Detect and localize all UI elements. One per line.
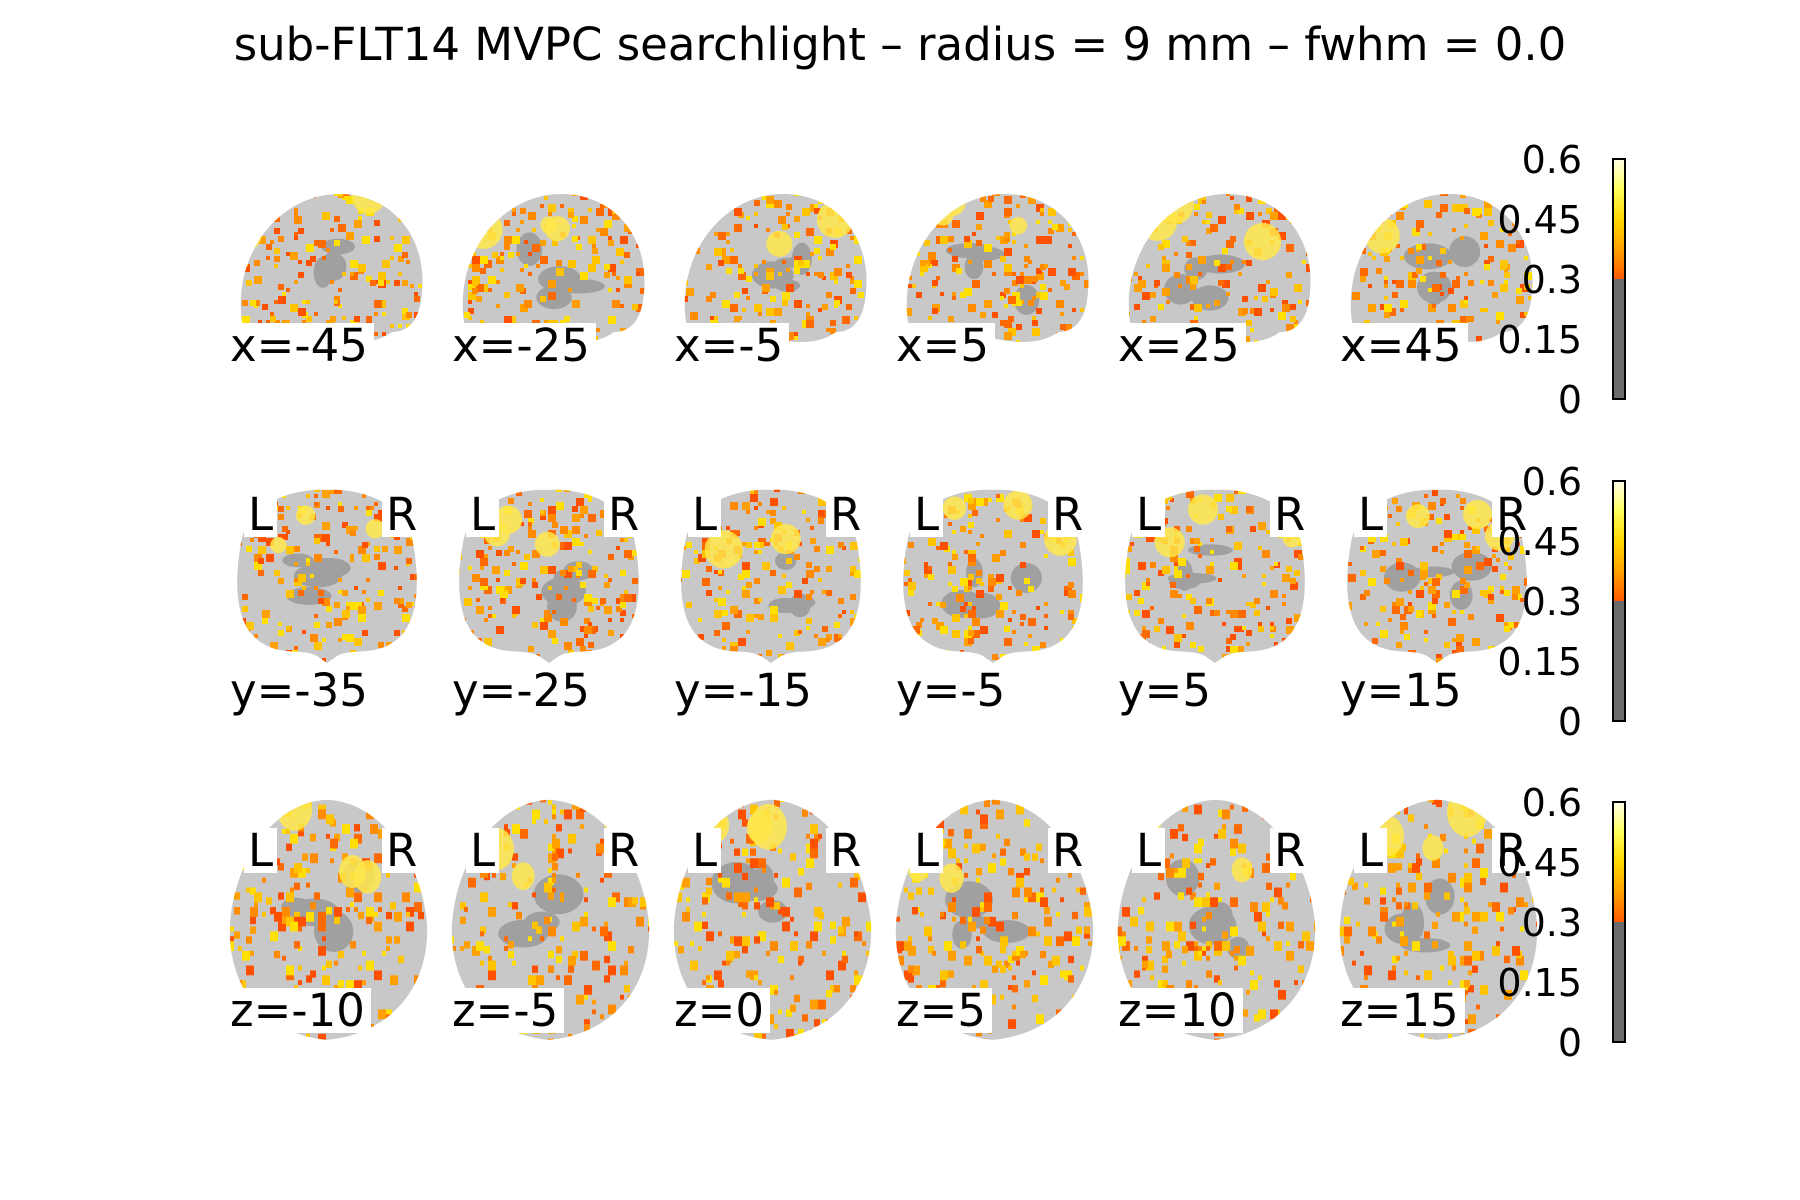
colorbar-tick-label: 0.15 bbox=[1497, 961, 1582, 1005]
colorbar-tick-label: 0.3 bbox=[1521, 901, 1582, 945]
orientation-left-label: L bbox=[910, 828, 944, 873]
sagittal-slice bbox=[666, 172, 876, 362]
orientation-left-label: L bbox=[688, 492, 722, 537]
colorbar-tick-label: 0 bbox=[1557, 1021, 1582, 1065]
slice-coordinate-label: z=-10 bbox=[226, 988, 371, 1033]
orientation-left-label: L bbox=[1132, 828, 1166, 873]
slice-coordinate-label: z=0 bbox=[670, 988, 770, 1033]
orientation-right-label: R bbox=[1048, 492, 1088, 537]
activation-overlay bbox=[906, 193, 1089, 345]
orientation-right-label: R bbox=[1492, 828, 1532, 873]
slice-coordinate-label: z=15 bbox=[1336, 988, 1465, 1033]
orientation-right-label: R bbox=[1270, 828, 1310, 873]
slice-coordinate-label: x=-25 bbox=[448, 323, 596, 368]
orientation-right-label: R bbox=[1048, 828, 1088, 873]
colorbar bbox=[1612, 480, 1626, 722]
figure-title: sub-FLT14 MVPC searchlight – radius = 9 … bbox=[233, 18, 1567, 71]
colorbar-tick-label: 0.6 bbox=[1521, 460, 1582, 504]
axial-slice bbox=[666, 790, 876, 1046]
colorbar-tick-label: 0.45 bbox=[1497, 520, 1582, 564]
sagittal-slice bbox=[222, 172, 432, 362]
colorbar-tick-label: 0.45 bbox=[1497, 198, 1582, 242]
colorbar-tick-label: 0.6 bbox=[1521, 138, 1582, 182]
orientation-left-label: L bbox=[244, 828, 278, 873]
slice-coordinate-label: z=5 bbox=[892, 988, 992, 1033]
axial-slice bbox=[888, 790, 1098, 1046]
slice-coordinate-label: x=-45 bbox=[226, 323, 374, 368]
orientation-left-label: L bbox=[688, 828, 722, 873]
orientation-left-label: L bbox=[1132, 492, 1166, 537]
slice-coordinate-label: z=10 bbox=[1114, 988, 1243, 1033]
slice-coordinate-label: z=-5 bbox=[448, 988, 565, 1033]
orientation-right-label: R bbox=[604, 492, 644, 537]
activation-overlay bbox=[459, 489, 639, 663]
orientation-right-label: R bbox=[826, 828, 866, 873]
orientation-left-label: L bbox=[244, 492, 278, 537]
axial-slice bbox=[1110, 790, 1320, 1046]
slice-coordinate-label: y=-5 bbox=[892, 668, 1012, 713]
coronal-slice bbox=[222, 478, 432, 668]
colorbar bbox=[1612, 801, 1626, 1043]
colorbar bbox=[1612, 158, 1626, 400]
slice-coordinate-label: x=45 bbox=[1336, 323, 1468, 368]
sagittal-slice bbox=[888, 172, 1098, 362]
slice-coordinate-label: x=5 bbox=[892, 323, 995, 368]
colorbar-tick-label: 0 bbox=[1557, 378, 1582, 422]
brain-anatomy bbox=[906, 193, 1089, 345]
slice-coordinate-label: x=-5 bbox=[670, 323, 790, 368]
orientation-left-label: L bbox=[1354, 828, 1388, 873]
activation-overlay bbox=[1117, 799, 1316, 1040]
sagittal-slice bbox=[1332, 172, 1542, 362]
orientation-right-label: R bbox=[382, 828, 422, 873]
slice-coordinate-label: y=-35 bbox=[226, 668, 374, 713]
colorbar-tick-label: 0.3 bbox=[1521, 258, 1582, 302]
orientation-right-label: R bbox=[604, 828, 644, 873]
orientation-left-label: L bbox=[466, 492, 500, 537]
slice-coordinate-label: y=-15 bbox=[670, 668, 818, 713]
slice-coordinate-label: y=5 bbox=[1114, 668, 1217, 713]
slice-coordinate-label: y=-25 bbox=[448, 668, 596, 713]
orientation-right-label: R bbox=[1270, 492, 1310, 537]
sagittal-slice bbox=[1110, 172, 1320, 362]
slice-coordinate-label: x=25 bbox=[1114, 323, 1246, 368]
colorbar-tick-label: 0.45 bbox=[1497, 841, 1582, 885]
colorbar-tick-label: 0.6 bbox=[1521, 781, 1582, 825]
orientation-right-label: R bbox=[382, 492, 422, 537]
colorbar-tick-label: 0.3 bbox=[1521, 580, 1582, 624]
orientation-right-label: R bbox=[826, 492, 866, 537]
orientation-left-label: L bbox=[910, 492, 944, 537]
orientation-left-label: L bbox=[466, 828, 500, 873]
axial-slice bbox=[444, 790, 654, 1046]
colorbar-tick-label: 0 bbox=[1557, 700, 1582, 744]
slice-coordinate-label: y=15 bbox=[1336, 668, 1468, 713]
colorbar-tick-label: 0.15 bbox=[1497, 318, 1582, 362]
coronal-slice bbox=[444, 478, 654, 668]
orientation-right-label: R bbox=[1492, 492, 1532, 537]
orientation-left-label: L bbox=[1354, 492, 1388, 537]
colorbar-tick-label: 0.15 bbox=[1497, 640, 1582, 684]
